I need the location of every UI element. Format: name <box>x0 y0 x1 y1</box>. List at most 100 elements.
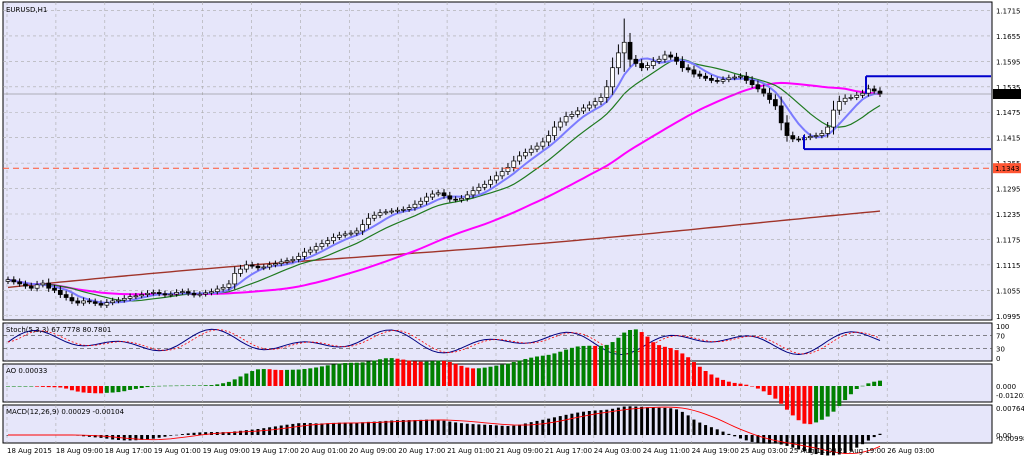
candle-body <box>528 148 534 153</box>
macd-bar <box>744 435 748 441</box>
macd-bar <box>372 421 376 435</box>
ao-bar <box>93 386 98 394</box>
candle-body <box>121 298 127 301</box>
macd-bar <box>425 419 429 435</box>
candle-body <box>116 299 121 302</box>
macd-bar <box>582 411 586 435</box>
ao-bar <box>564 349 569 386</box>
candle-body <box>470 190 476 196</box>
macd-bar <box>802 435 806 452</box>
time-tick-label: 24 Aug 19:00 <box>692 447 739 455</box>
candle-body <box>377 212 383 216</box>
candle-body <box>34 284 40 289</box>
time-tick-label: 19 Aug 01:00 <box>154 447 201 455</box>
candle-body <box>697 73 703 77</box>
ao-bar <box>744 384 749 386</box>
ao-bar <box>657 345 662 386</box>
macd-bar <box>204 432 208 435</box>
ao-bar <box>273 369 278 386</box>
price-tick-label: 1.1295 <box>996 186 1021 194</box>
candle-body <box>185 291 191 294</box>
ao-bar <box>767 386 772 395</box>
candle-body <box>714 80 720 82</box>
macd-bar <box>326 423 330 435</box>
macd-bar <box>337 422 341 435</box>
candle-body <box>162 293 168 296</box>
ao-bar <box>186 385 191 386</box>
ao-bar <box>314 367 319 386</box>
candle-body <box>418 200 424 205</box>
candle-body <box>604 86 610 98</box>
candle-body <box>209 291 214 294</box>
ao-bar <box>587 345 592 386</box>
ao-bar <box>488 366 493 386</box>
ao-bar <box>546 354 551 386</box>
macd-bar <box>448 421 452 435</box>
ao-bar <box>738 383 743 386</box>
macd-bar <box>320 423 324 435</box>
macd-bar <box>302 423 306 435</box>
candle-body <box>569 114 575 117</box>
ao-bar <box>221 383 226 386</box>
macd-bar <box>175 434 179 436</box>
stoch-main-line <box>7 328 881 356</box>
ao-bar <box>598 345 603 386</box>
macd-bar <box>634 406 638 435</box>
axis-labels: 1.1715 1.1655 1.1595 1.1535 1.1475 1.1415 1.13… <box>7 7 1024 455</box>
candle-body <box>674 56 679 62</box>
ao-bar <box>139 386 144 388</box>
macd-bar <box>837 435 841 455</box>
ma-long-line <box>7 210 881 289</box>
macd-bar <box>169 435 173 436</box>
macd-bar <box>180 434 184 435</box>
ao-bar <box>831 386 836 412</box>
ao-bar <box>261 369 266 386</box>
macd-bar <box>506 426 510 435</box>
ao-bar <box>784 386 789 410</box>
macd-bar <box>645 407 649 435</box>
candle-body <box>685 67 691 71</box>
macd-bar <box>651 407 655 435</box>
ao-bar <box>575 346 580 386</box>
ao-bar <box>46 386 51 388</box>
candle-body <box>616 52 621 69</box>
ao-bar <box>244 373 249 386</box>
macd-bar <box>523 423 527 435</box>
macd-bar <box>262 428 266 435</box>
ao-bar <box>401 359 406 386</box>
macd-bar <box>762 435 766 444</box>
macd-bar <box>233 431 237 435</box>
ao-bar <box>709 374 714 386</box>
macd-bar <box>128 435 132 441</box>
time-tick-label: 24 Aug 03:00 <box>594 447 641 455</box>
candle-body <box>459 197 464 201</box>
macd-bar <box>157 435 161 438</box>
ao-bar <box>197 385 202 386</box>
candle-body <box>220 287 226 290</box>
macd-tick-label: -0.00998 <box>996 435 1024 443</box>
candle-body <box>337 234 342 238</box>
candle-body <box>412 203 418 208</box>
candle-body <box>499 171 505 177</box>
ao-bar <box>668 348 673 386</box>
candle-body <box>790 135 796 140</box>
ao-bar <box>471 368 476 386</box>
candle-body <box>348 232 354 235</box>
ao-bar <box>180 385 185 387</box>
candle-body <box>278 261 284 264</box>
macd-bar <box>518 424 522 435</box>
grid-lines <box>3 2 992 443</box>
ao-bar <box>447 361 452 386</box>
ao-bar <box>552 353 557 386</box>
ao-bar <box>232 379 237 386</box>
macd-bar <box>297 423 301 435</box>
ao-bar <box>686 357 691 386</box>
candle-body <box>575 110 581 115</box>
macd-bar <box>349 422 353 435</box>
candle-body <box>400 208 406 211</box>
candle-body <box>703 75 708 79</box>
candle-body <box>586 104 592 109</box>
macd-bar <box>314 423 318 435</box>
ao-tick-label: -0.01203 <box>996 392 1024 400</box>
